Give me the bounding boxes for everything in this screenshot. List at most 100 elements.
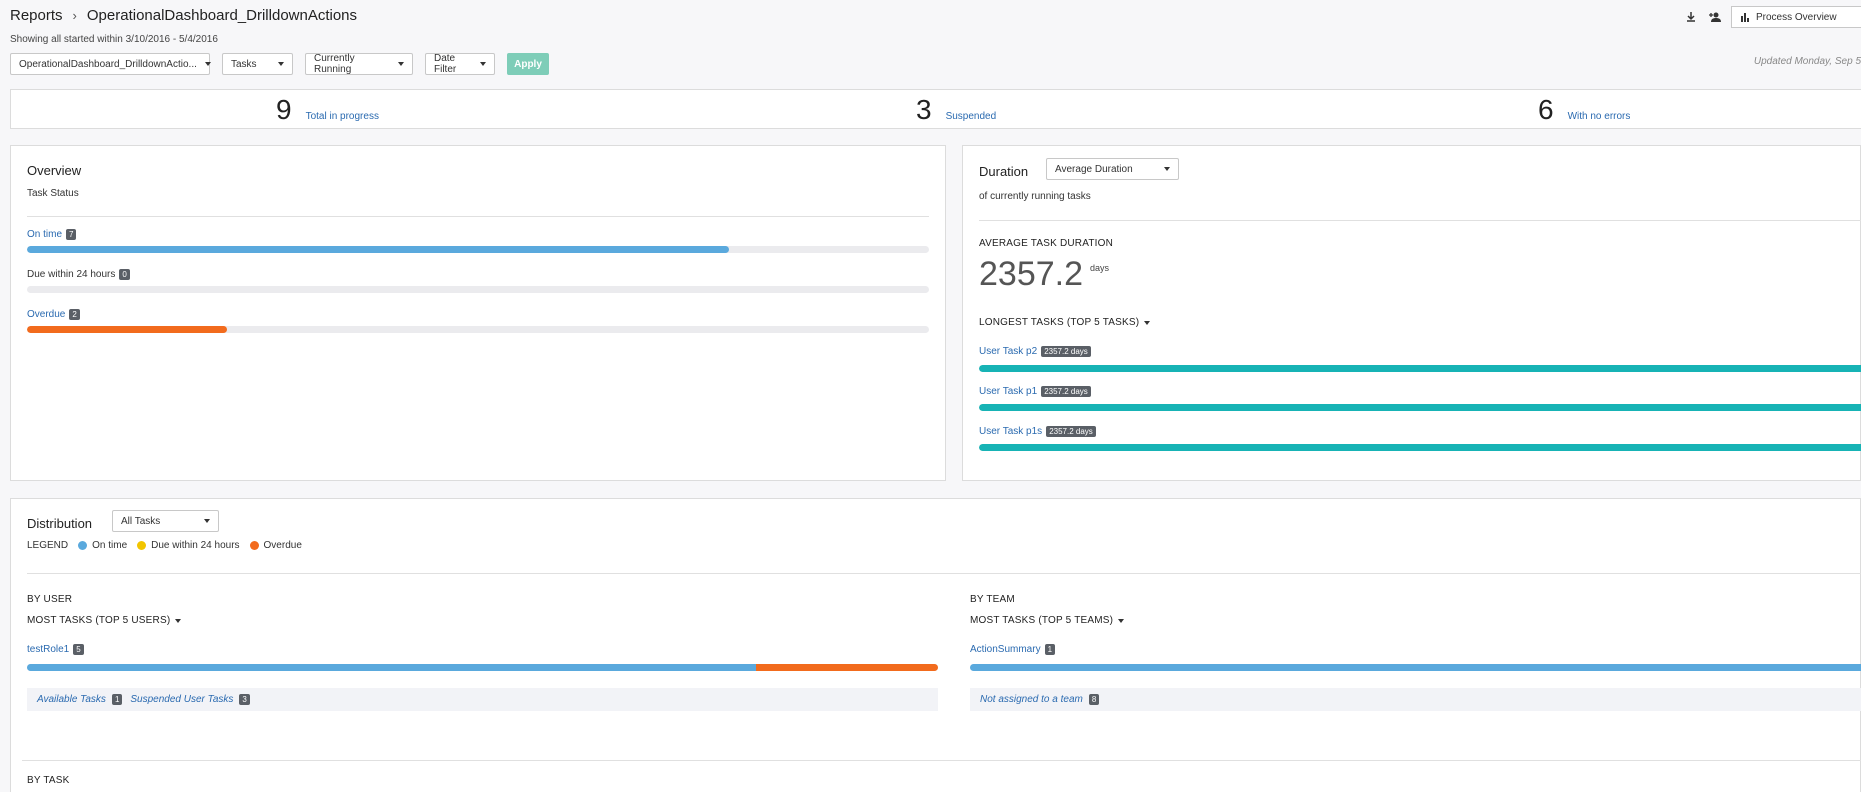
apply-button[interactable]: Apply [507,53,549,75]
legend-text: Due within 24 hours [151,540,240,551]
status-track [27,326,929,333]
summary-stat-no-errors: 6 With no errors [1538,94,1630,126]
task-label: User Task p1s [979,426,1043,437]
page-title: OperationalDashboard_DrilldownActions [86,7,358,24]
summary-link[interactable]: Suspended [945,111,997,122]
process-overview-button[interactable]: Process Overview [1731,6,1861,28]
breadcrumb: Reports › OperationalDashboard_Drilldown… [10,7,357,24]
suspended-user-tasks-link[interactable]: Suspended User Tasks [130,694,234,705]
not-assigned-team-link[interactable]: Not assigned to a team [980,694,1083,705]
state-select[interactable]: Currently Running [305,53,413,75]
longest-task-row[interactable]: User Task p1 2357.2 days [979,386,1091,397]
by-team-sort[interactable]: MOST TASKS (TOP 5 TEAMS) [970,615,1125,626]
legend-item-on-time: On time [78,540,127,551]
legend-text: On time [92,540,128,551]
user-bar-on-time [27,664,756,671]
divider [27,216,929,217]
summary-stat-suspended: 3 Suspended [916,94,996,126]
task-label: User Task p2 [979,346,1038,357]
count-badge: 3 [239,694,250,705]
duration-card [962,145,1861,481]
distribution-filter-select[interactable]: All Tasks [112,510,219,532]
legend-dot [137,541,147,550]
divider [979,220,1861,221]
caret-down-icon [1144,320,1151,325]
by-user-sort-label: MOST TASKS (TOP 5 USERS) [27,615,171,626]
task-track [979,444,1861,451]
duration-metric-select[interactable]: Average Duration [1046,158,1179,180]
count-badge: 1 [111,694,123,705]
task-duration-fill [979,365,1861,372]
status-row-on-time[interactable]: On time 7 [27,229,77,240]
summary-stat-total: 9 Total in progress [276,94,379,126]
count-badge: 2 [69,309,80,320]
divider [22,760,1861,761]
date-filter-select[interactable]: Date Filter [425,53,495,75]
user-row[interactable]: testRole1 5 [27,644,84,655]
count-badge: 1 [1044,644,1056,655]
by-user-sort[interactable]: MOST TASKS (TOP 5 USERS) [27,615,182,626]
status-track [27,286,929,293]
caret-down-icon [480,62,486,66]
longest-tasks-sort[interactable]: LONGEST TASKS (TOP 5 TASKS) [979,317,1151,328]
legend-item-overdue: Overdue [249,540,302,551]
task-duration-fill [979,404,1861,411]
status-label: Due within 24 hours [27,269,116,280]
status-fill-overdue [27,326,228,333]
team-label: ActionSummary [970,644,1041,655]
duration-badge: 2357.2 days [1046,426,1096,437]
status-label: Overdue [27,309,66,320]
process-overview-label: Process Overview [1756,11,1837,23]
duration-badge: 2357.2 days [1041,386,1091,397]
legend-text: Overdue [263,540,302,551]
longest-tasks-caption: LONGEST TASKS (TOP 5 TASKS) [979,317,1140,328]
summary-link[interactable]: With no errors [1567,111,1631,122]
overview-subtitle: Task Status [27,188,79,199]
by-team-caption: BY TEAM [970,594,1015,605]
download-icon[interactable] [1683,9,1699,25]
status-track [27,246,929,253]
user-bar-overdue [755,664,938,671]
user-label: testRole1 [27,644,70,655]
report-select[interactable]: OperationalDashboard_DrilldownActio... [10,53,211,75]
by-task-caption: BY TASK [27,775,70,786]
avg-duration-value: 2357.2 [979,255,1083,293]
legend-label: LEGEND [27,540,69,551]
by-user-caption: BY USER [27,594,73,605]
legend-dot [78,541,88,550]
summary-link[interactable]: Total in progress [305,111,379,122]
team-bar-on-time [970,664,1861,671]
distribution-card [10,498,1861,792]
caret-down-icon [278,62,284,66]
breadcrumb-root-link[interactable]: Reports [10,7,63,24]
report-select-value: OperationalDashboard_DrilldownActio... [19,58,197,70]
caret-down-icon [1118,618,1125,623]
add-user-icon[interactable] [1707,9,1723,25]
team-row[interactable]: ActionSummary 1 [970,644,1056,655]
count-badge: 7 [66,229,77,240]
duration-badge: 2357.2 days [1041,346,1091,357]
chevron-right-icon: › [72,8,77,23]
status-row-overdue[interactable]: Overdue 2 [27,309,80,320]
task-track [979,365,1861,372]
caret-down-icon [1164,167,1170,171]
divider [27,573,1861,574]
caret-down-icon [204,62,211,66]
distribution-filter-value: All Tasks [121,515,161,527]
team-unassigned-strip: Not assigned to a team 8 [970,688,1861,711]
longest-task-row[interactable]: User Task p1s 2357.2 days [979,426,1096,437]
caret-down-icon [204,519,210,523]
overview-card [10,145,946,481]
user-stacked-bar [27,664,938,671]
count-badge: 0 [119,269,130,280]
duration-metric-value: Average Duration [1055,163,1133,175]
summary-value: 9 [276,94,292,125]
date-filter-value: Date Filter [434,53,457,75]
longest-task-row[interactable]: User Task p2 2357.2 days [979,346,1091,357]
available-tasks-link[interactable]: Available Tasks [37,694,106,705]
count-badge: 5 [73,644,84,655]
by-team-sort-label: MOST TASKS (TOP 5 TEAMS) [970,615,1114,626]
type-select[interactable]: Tasks [222,53,293,75]
status-label: On time [27,229,63,240]
type-select-value: Tasks [231,58,257,70]
